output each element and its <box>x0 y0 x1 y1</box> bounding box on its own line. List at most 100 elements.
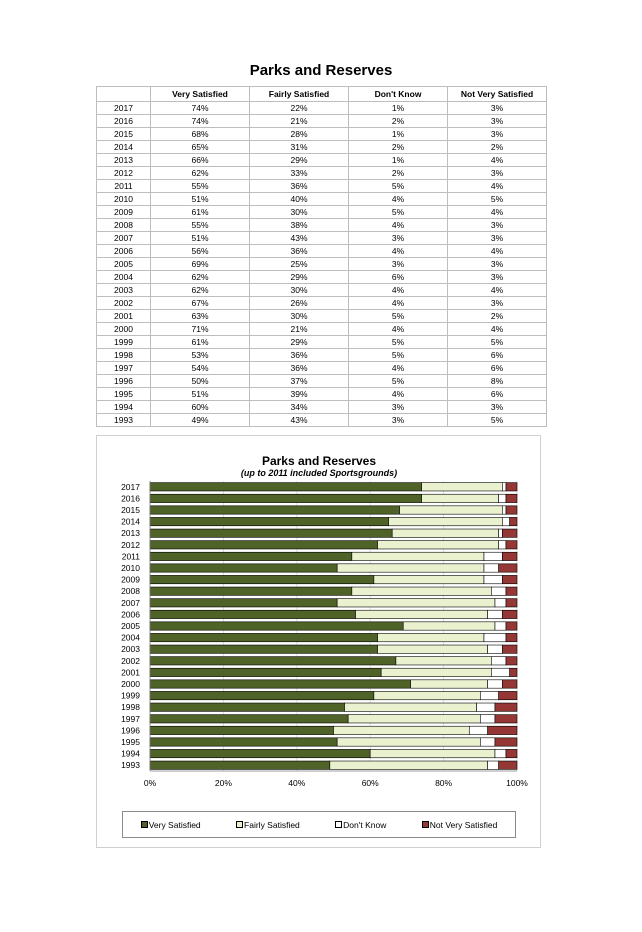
table-cell-value: 6% <box>447 348 547 362</box>
table-cell-value: 4% <box>348 244 448 258</box>
category-label: 2014 <box>121 517 140 527</box>
bar-segment <box>502 528 518 538</box>
column-header-fairly-satisfied: Fairly Satisfied <box>249 86 349 102</box>
bar-segment <box>498 563 518 573</box>
bar-segment <box>491 656 507 666</box>
table-row: 2007 51% 43% 3% 3% <box>96 231 547 245</box>
data-table: Very Satisfied Fairly Satisfied Don't Kn… <box>96 86 547 427</box>
bar-segment <box>498 493 507 503</box>
category-label: 1994 <box>121 749 140 759</box>
category-label: 2015 <box>121 505 140 515</box>
table-cell-year: 1996 <box>96 374 151 388</box>
bar-segment <box>344 702 477 712</box>
table-cell-value: 3% <box>348 257 448 271</box>
bar-segment <box>509 667 518 677</box>
legend-item: Not Very Satisfied <box>421 819 498 830</box>
table-cell-value: 28% <box>249 127 349 141</box>
bar-segment <box>483 575 503 585</box>
legend-swatch <box>236 821 244 828</box>
x-tick-label: 20% <box>215 778 232 788</box>
bar-segment <box>505 633 518 643</box>
category-label: 2000 <box>121 679 140 689</box>
category-label: 2016 <box>121 493 140 503</box>
table-cell-value: 3% <box>447 257 547 271</box>
table-cell-value: 43% <box>249 231 349 245</box>
table-cell-value: 3% <box>447 166 547 180</box>
chart-frame: Parks and Reserves (up to 2011 included … <box>96 435 541 848</box>
table-cell-year: 2014 <box>96 140 151 154</box>
bar-segment <box>479 691 499 701</box>
table-cell-value: 65% <box>150 140 250 154</box>
bar-segment <box>149 725 334 735</box>
table-cell-value: 4% <box>348 387 448 401</box>
category-label: 2012 <box>121 540 140 550</box>
table-cell-value: 21% <box>249 114 349 128</box>
column-header-year <box>96 86 151 102</box>
table-row: 2014 65% 31% 2% 2% <box>96 140 547 154</box>
bar-segment <box>487 644 503 654</box>
table-cell-value: 55% <box>150 218 250 232</box>
table-cell-value: 74% <box>150 114 250 128</box>
table-cell-value: 51% <box>150 192 250 206</box>
bar-segment <box>505 505 518 515</box>
table-cell-value: 6% <box>447 387 547 401</box>
table-row: 1997 54% 36% 4% 6% <box>96 361 547 375</box>
bar-segment <box>421 493 499 503</box>
table-cell-value: 49% <box>150 413 250 427</box>
table-cell-value: 55% <box>150 179 250 193</box>
category-label: 2007 <box>121 598 140 608</box>
bar-segment <box>149 644 378 654</box>
legend-item: Very Satisfied <box>140 820 201 830</box>
table-cell-year: 2007 <box>96 231 151 245</box>
table-row: 2012 62% 33% 2% 3% <box>96 166 547 180</box>
table-cell-value: 51% <box>150 231 250 245</box>
table-cell-year: 2015 <box>96 127 151 141</box>
bar-segment <box>483 551 503 561</box>
bar-segment <box>505 621 518 631</box>
table-cell-value: 4% <box>348 192 448 206</box>
bar-segment <box>149 679 411 689</box>
table-cell-value: 22% <box>249 101 349 115</box>
table-row: 1996 50% 37% 5% 8% <box>96 374 547 388</box>
table-row: 2001 63% 30% 5% 2% <box>96 309 547 323</box>
bar-segment <box>149 656 397 666</box>
bar-segment <box>502 505 507 515</box>
table-cell-value: 3% <box>447 218 547 232</box>
bar-segment <box>494 737 518 747</box>
legend-item: Don't Know <box>335 820 386 830</box>
table-cell-year: 2010 <box>96 192 151 206</box>
bar-segment <box>399 505 503 515</box>
bar-segment <box>502 482 507 492</box>
bar-segment <box>149 714 349 724</box>
table-row: 2015 68% 28% 1% 3% <box>96 127 547 141</box>
table-cell-value: 36% <box>249 348 349 362</box>
table-cell-year: 2012 <box>96 166 151 180</box>
table-cell-value: 67% <box>150 296 250 310</box>
bar-segment <box>505 493 518 503</box>
bar-segment <box>502 575 518 585</box>
table-cell-value: 61% <box>150 205 250 219</box>
table-cell-value: 37% <box>249 374 349 388</box>
table-cell-year: 1994 <box>96 400 151 414</box>
bar-segment <box>149 760 331 770</box>
bar-segment <box>483 633 507 643</box>
legend-label: Not Very Satisfied <box>429 819 498 830</box>
category-label: 2002 <box>121 656 140 666</box>
table-cell-year: 1999 <box>96 335 151 349</box>
bar-segment <box>505 540 518 550</box>
table-cell-value: 43% <box>249 413 349 427</box>
bar-segment <box>149 598 338 608</box>
table-cell-value: 4% <box>447 205 547 219</box>
bar-segment <box>491 586 507 596</box>
table-cell-value: 30% <box>249 205 349 219</box>
bar-segment <box>505 586 518 596</box>
table-row: 2008 55% 38% 4% 3% <box>96 218 547 232</box>
bar-segment <box>476 702 496 712</box>
bar-segment <box>505 749 518 759</box>
table-row: 1998 53% 36% 5% 6% <box>96 348 547 362</box>
table-cell-value: 29% <box>249 335 349 349</box>
table-cell-value: 1% <box>348 127 448 141</box>
table-cell-value: 5% <box>348 179 448 193</box>
bar-segment <box>494 749 507 759</box>
bar-segment <box>502 551 518 561</box>
